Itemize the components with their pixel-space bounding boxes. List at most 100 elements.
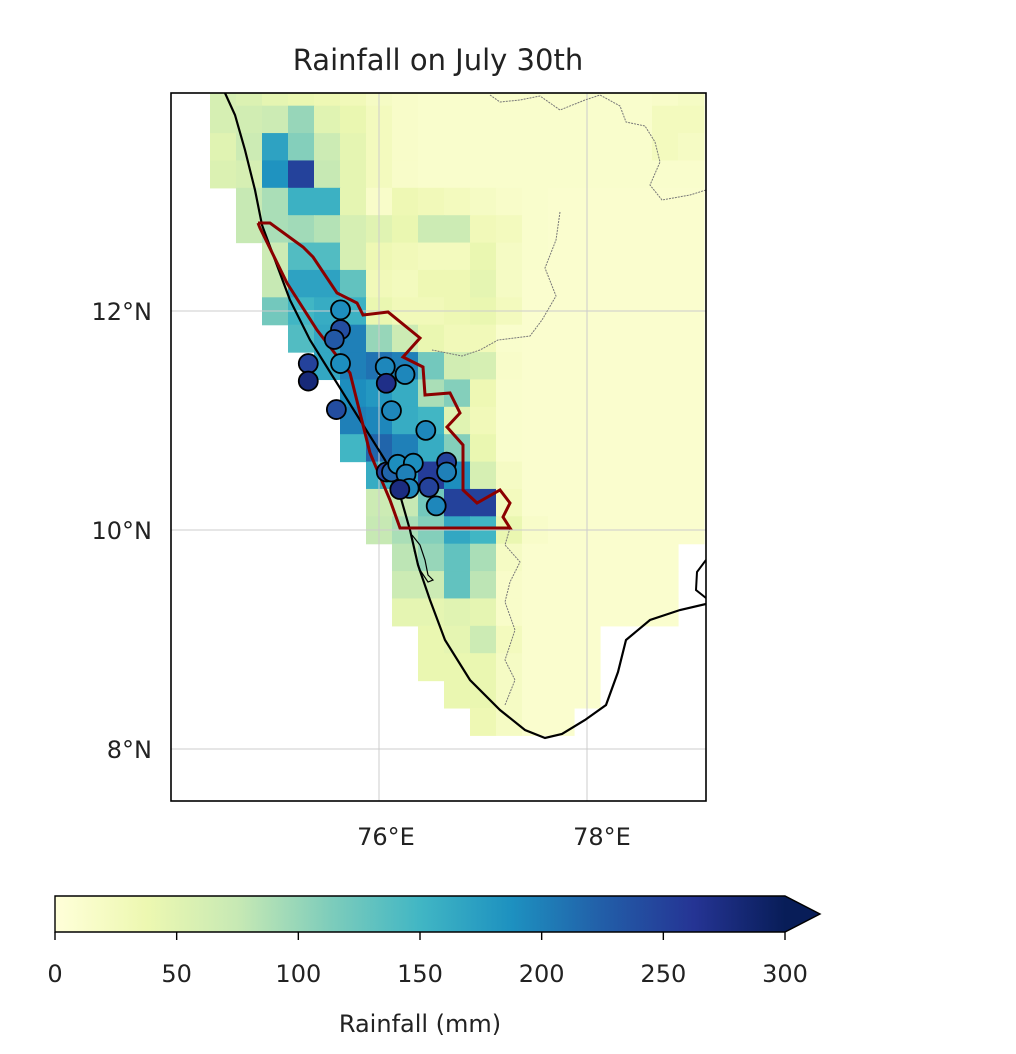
rainfall-cell (236, 133, 263, 162)
rainfall-cell (626, 461, 653, 490)
station-marker (394, 364, 416, 385)
colorbar-frame (54, 895, 822, 933)
rainfall-cell (600, 242, 627, 271)
rainfall-cell (288, 269, 315, 298)
rainfall-cell (522, 653, 549, 682)
rainfall-cell (522, 352, 549, 381)
rainfall-cell (444, 406, 471, 435)
rainfall-cell (522, 680, 549, 709)
rainfall-cell (548, 543, 575, 572)
rainfall-cell (470, 406, 497, 435)
rainfall-cell (496, 242, 523, 271)
rainfall-cell (522, 160, 549, 189)
map-plot-area (171, 93, 706, 801)
state-border-tamilnadu (504, 527, 521, 706)
rainfall-cell (496, 406, 523, 435)
rainfall-cell (626, 571, 653, 600)
rainfall-cell (522, 543, 549, 572)
rainfall-cell (678, 461, 705, 490)
rainfall-cell (470, 160, 497, 189)
rainfall-cell (262, 133, 289, 162)
rainfall-cell (392, 215, 419, 244)
rainfall-cell (496, 187, 523, 216)
rainfall-cell (444, 324, 471, 353)
rainfall-cell (418, 187, 445, 216)
rainfall-cell (496, 269, 523, 298)
rainfall-cell (496, 707, 523, 736)
rainfall-cell (626, 324, 653, 353)
rainfall-cell (288, 133, 315, 162)
rainfall-cell (496, 434, 523, 463)
rainfall-cell (652, 105, 679, 134)
rainfall-cell (678, 379, 705, 408)
rainfall-cell (236, 93, 263, 107)
station-marker (297, 370, 319, 392)
rainfall-cell (626, 160, 653, 189)
rainfall-cell (522, 571, 549, 600)
station-marker (415, 419, 437, 441)
rainfall-cell (470, 133, 497, 162)
rainfall-cell (522, 379, 549, 408)
rainfall-cell (548, 187, 575, 216)
rainfall-cell (522, 488, 549, 517)
rainfall-cell (652, 461, 679, 490)
rainfall-cell (600, 461, 627, 490)
graticule (171, 93, 706, 801)
rainfall-cell (392, 133, 419, 162)
rainfall-cell (496, 571, 523, 600)
rainfall-cell (444, 571, 471, 600)
colorbar: 0 50 100 150 200 250 300 Rainfall (mm) (47, 895, 822, 1038)
rainfall-cell (548, 379, 575, 408)
rainfall-cell (626, 133, 653, 162)
rainfall-cell (652, 324, 679, 353)
rainfall-cell (444, 105, 471, 134)
rainfall-cell (678, 215, 705, 244)
rainfall-cell (470, 187, 497, 216)
station-marker (330, 299, 351, 321)
rainfall-cell (600, 105, 627, 134)
rainfall-cell (600, 133, 627, 162)
rainfall-cell (496, 93, 523, 107)
rainfall-cell (340, 105, 367, 134)
rainfall-cell (444, 160, 471, 189)
station-marker (325, 399, 347, 420)
rainfall-cell (678, 93, 705, 107)
rainfall-cell (652, 379, 679, 408)
rainfall-cell (626, 352, 653, 381)
rainfall-cell (470, 379, 497, 408)
rainfall-cell (470, 324, 497, 353)
rainfall-cell (600, 598, 627, 627)
rainfall-cell (626, 187, 653, 216)
rainfall-cell (652, 160, 679, 189)
rainfall-cell (418, 105, 445, 134)
rainfall-cell (236, 105, 263, 134)
rainfall-cell (652, 242, 679, 271)
rainfall-cell (678, 269, 705, 298)
colorbar-tick-label: 300 (762, 960, 808, 988)
rainfall-cell (548, 488, 575, 517)
rainfall-cell (470, 215, 497, 244)
colorbar-gradient (55, 896, 785, 932)
rainfall-cell (496, 160, 523, 189)
rainfall-cell (600, 324, 627, 353)
rainfall-cell (496, 105, 523, 134)
rainfall-cell (652, 215, 679, 244)
rainfall-cell (340, 215, 367, 244)
rainfall-cell (470, 269, 497, 298)
rainfall-cell (470, 571, 497, 600)
rainfall-cell (444, 187, 471, 216)
rainfall-cell (522, 215, 549, 244)
rainfall-cell (600, 434, 627, 463)
rainfall-cell (522, 187, 549, 216)
rainfall-cell (522, 461, 549, 490)
y-tick-label: 8°N (107, 736, 152, 764)
rainfall-cell (262, 105, 289, 134)
rainfall-cell (470, 653, 497, 682)
colorbar-tick-label: 50 (161, 960, 192, 988)
colorbar-extend-arrow (785, 896, 820, 932)
rainfall-cell (548, 215, 575, 244)
rainfall-cell (444, 242, 471, 271)
rainfall-cell (652, 93, 679, 107)
rainfall-cell (392, 324, 419, 353)
rainfall-cell (288, 160, 315, 189)
